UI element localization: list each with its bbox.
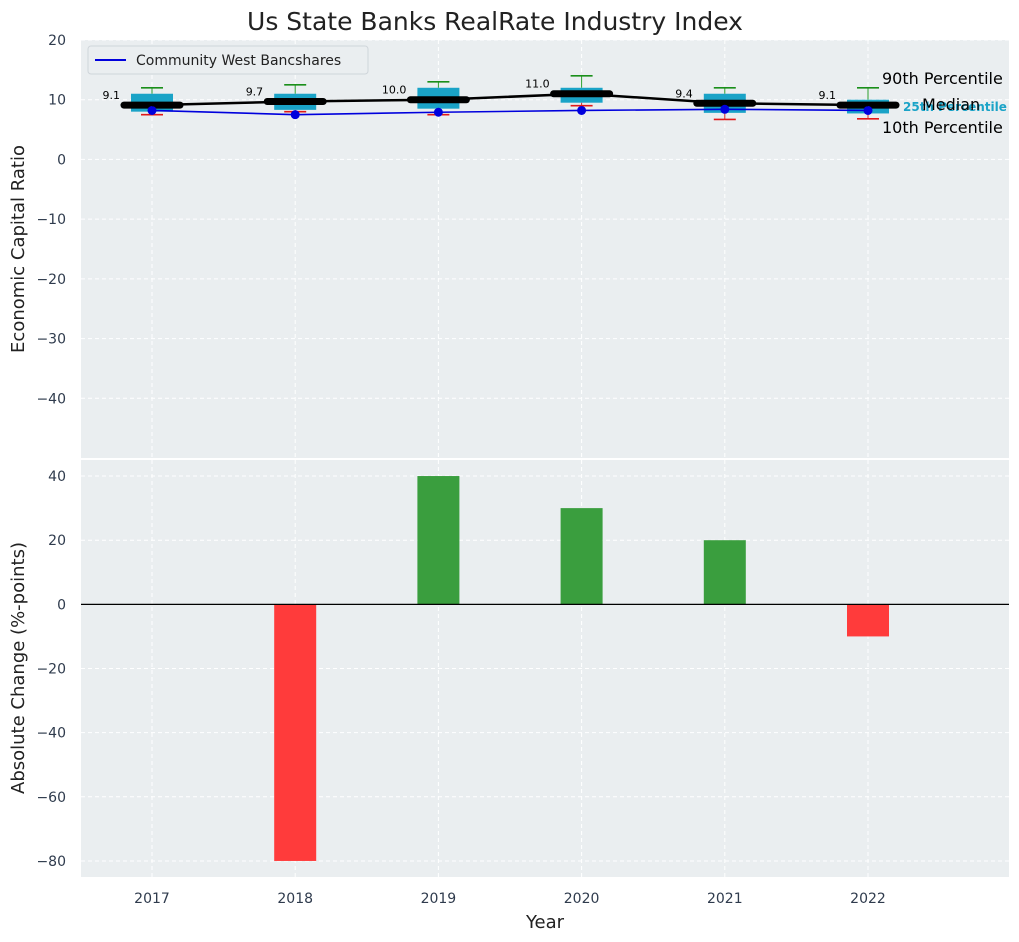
x-tick-label: 2022: [850, 891, 886, 907]
bottom-y-tick-label: −80: [36, 854, 66, 870]
annotation-10th: 10th Percentile: [882, 118, 1003, 137]
top-y-ticks: 20 10 0 −10 −20 −30 −40: [36, 33, 66, 407]
top-grid: [81, 39, 1009, 458]
annotation-median: Median: [922, 95, 980, 114]
series-point: [863, 105, 873, 115]
x-tick-label: 2021: [707, 891, 743, 907]
median-value-label: 9.7: [246, 86, 264, 99]
top-y-tick-label: 10: [48, 93, 66, 109]
top-y-tick-label: −30: [36, 332, 66, 348]
bottom-y-tick-label: −40: [36, 726, 66, 742]
bottom-y-tick-label: −20: [36, 662, 66, 678]
annotation-90th: 90th Percentile: [882, 69, 1003, 88]
median-trend-line: [151, 92, 869, 107]
median-value-label: 9.1: [103, 89, 121, 102]
legend-box: [87, 45, 369, 75]
bottom-y-tick-label: 40: [48, 469, 66, 485]
top-y-tick-label: 0: [57, 152, 66, 168]
median-value-label: 10.0: [382, 84, 407, 97]
bottom-y-ticks: 40 20 0 −20 −40 −60 −80: [36, 469, 66, 870]
community-west-series: [147, 104, 873, 120]
change-bars: [274, 476, 889, 861]
series-line: [151, 108, 869, 116]
x-axis-label: Year: [525, 912, 565, 933]
series-point: [290, 110, 300, 120]
bottom-y-tick-label: 0: [57, 597, 66, 613]
bottom-y-tick-label: 20: [48, 533, 66, 549]
series-point: [433, 107, 443, 117]
x-tick-label: 2019: [421, 891, 457, 907]
bottom-y-tick-label: −60: [36, 790, 66, 806]
top-y-axis-label: Economic Capital Ratio: [8, 145, 29, 353]
change-bar: [560, 508, 603, 605]
median-value-label: 11.0: [525, 78, 550, 91]
percentile-annotations: 90th Percentile 25th Percentile Median 1…: [882, 69, 1007, 137]
change-bar: [847, 604, 889, 637]
legend-label: Community West Bancshares: [136, 53, 341, 69]
top-y-tick-label: −10: [36, 212, 66, 228]
chart-title: Us State Banks RealRate Industry Index: [247, 7, 743, 36]
change-bar: [417, 476, 460, 605]
x-tick-label: 2018: [277, 891, 313, 907]
bottom-y-axis-label: Absolute Change (%-points): [8, 542, 29, 794]
series-point: [720, 104, 730, 114]
top-y-tick-label: −40: [36, 391, 66, 407]
series-point: [147, 105, 157, 115]
x-ticks: 2017 2018 2019 2020 2021 2022: [134, 891, 886, 907]
change-bar: [274, 604, 317, 861]
top-y-tick-label: −20: [36, 272, 66, 288]
median-line: [151, 92, 869, 107]
series-point: [577, 105, 587, 115]
x-tick-label: 2020: [564, 891, 600, 907]
top-y-tick-label: 20: [48, 33, 66, 49]
legend: Community West Bancshares: [87, 45, 369, 75]
annotation-25th: 25th Percentile: [903, 100, 1007, 114]
change-bar: [703, 540, 746, 605]
median-labels: 9.1 9.7 10.0 11.0 9.4 9.1: [103, 78, 837, 102]
median-value-label: 9.4: [675, 87, 693, 100]
x-tick-label: 2017: [134, 891, 170, 907]
median-value-label: 9.1: [819, 89, 837, 102]
